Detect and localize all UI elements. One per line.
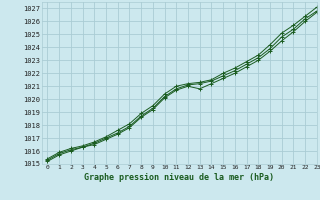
X-axis label: Graphe pression niveau de la mer (hPa): Graphe pression niveau de la mer (hPa) xyxy=(84,173,274,182)
